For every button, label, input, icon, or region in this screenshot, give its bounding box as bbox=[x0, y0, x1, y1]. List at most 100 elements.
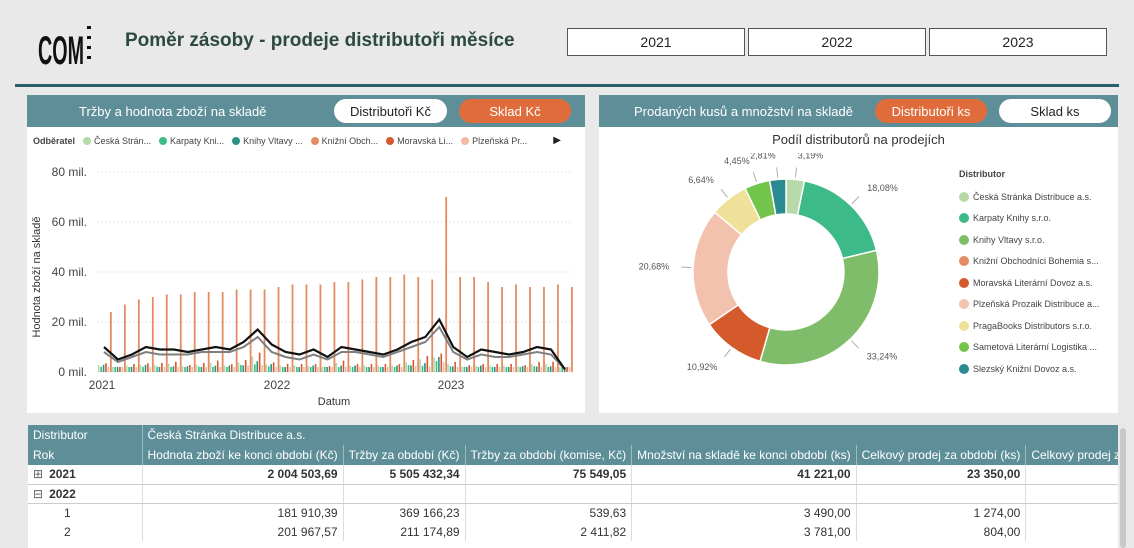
bar bbox=[158, 367, 161, 372]
legend-item[interactable]: Moravská Li... bbox=[386, 136, 453, 146]
x-tick-label: 2022 bbox=[264, 378, 291, 392]
column-header[interactable]: Množství na skladě ke konci období (ks) bbox=[631, 445, 857, 465]
table-cell: 201 967,57 bbox=[142, 522, 344, 541]
bar bbox=[109, 312, 112, 372]
bar bbox=[181, 366, 184, 372]
bar bbox=[538, 361, 540, 372]
bar bbox=[345, 367, 347, 372]
bar bbox=[167, 363, 170, 372]
bar bbox=[379, 367, 382, 372]
year-button-2022[interactable]: 2022 bbox=[748, 28, 926, 56]
bar bbox=[125, 365, 128, 372]
legend-dot-icon bbox=[959, 363, 969, 374]
slice-leader bbox=[724, 348, 731, 358]
donut-legend-item[interactable]: Karpaty Knihy s.r.o. bbox=[959, 208, 1100, 230]
year-button-2023[interactable]: 2023 bbox=[929, 28, 1107, 56]
distributors-kc-button[interactable]: Distributoři Kč bbox=[334, 99, 447, 123]
column-header[interactable]: Tržby za období (komise, Kč) bbox=[465, 445, 633, 465]
bar bbox=[209, 362, 212, 372]
table-cell bbox=[856, 484, 1027, 504]
bar bbox=[261, 365, 263, 372]
bar bbox=[133, 364, 135, 372]
table-cell bbox=[343, 484, 466, 504]
bar bbox=[198, 366, 200, 372]
bar bbox=[270, 364, 273, 372]
table-scrollbar[interactable] bbox=[1120, 428, 1126, 548]
donut-legend-item[interactable]: Česká Stránka Distribuce a.s. bbox=[959, 186, 1100, 208]
bar bbox=[456, 366, 459, 372]
legend-label: Moravská Literární Dovoz a.s. bbox=[973, 277, 1093, 288]
revenue-stock-panel: Tržby a hodnota zboží na skladě Distribu… bbox=[27, 95, 585, 413]
table-cell: 3 490,00 bbox=[631, 503, 857, 522]
bar bbox=[571, 287, 573, 372]
bar bbox=[319, 284, 322, 372]
bar bbox=[307, 365, 310, 372]
bar bbox=[151, 297, 154, 372]
bar bbox=[137, 299, 140, 372]
bar bbox=[363, 365, 366, 372]
row-label[interactable]: ⊟ 2022 bbox=[28, 484, 143, 504]
bar bbox=[400, 367, 403, 372]
table-row: ⊟ 2022 bbox=[28, 484, 1118, 504]
bar bbox=[510, 364, 512, 372]
bar bbox=[407, 364, 410, 372]
slice-leader bbox=[720, 189, 728, 198]
distributors-ks-button[interactable]: Distributoři ks bbox=[875, 99, 987, 123]
donut-slice[interactable] bbox=[796, 179, 878, 260]
column-header[interactable]: Celkový prodej z bbox=[1025, 445, 1118, 465]
legend-item[interactable]: Knihy Vltavy ... bbox=[232, 136, 303, 146]
bar bbox=[216, 360, 219, 372]
bar bbox=[286, 363, 289, 372]
bar bbox=[165, 294, 168, 372]
bar bbox=[475, 365, 477, 372]
collapse-icon[interactable]: ⊟ bbox=[33, 486, 44, 501]
year-button-2021[interactable]: 2021 bbox=[567, 28, 745, 56]
column-header[interactable]: Celkový prodej za období (ks) bbox=[856, 445, 1027, 465]
bar bbox=[535, 366, 538, 372]
bar bbox=[214, 365, 217, 372]
legend-item[interactable]: Česká Strán... bbox=[83, 136, 151, 146]
donut-legend-item[interactable]: Moravská Literární Dovoz a.s. bbox=[959, 272, 1100, 294]
table-cell bbox=[1025, 522, 1118, 541]
donut-legend-item[interactable]: Knižní Obchodníci Bohemia s... bbox=[959, 251, 1100, 273]
bar bbox=[317, 367, 319, 372]
table-cell bbox=[1025, 465, 1118, 485]
bar bbox=[461, 366, 463, 372]
column-header[interactable]: Tržby za období (Kč) bbox=[343, 445, 466, 465]
stock-ks-button[interactable]: Sklad ks bbox=[999, 99, 1111, 123]
donut-slice[interactable] bbox=[768, 178, 787, 216]
bar bbox=[496, 363, 498, 372]
donut-legend-item[interactable]: Sametová Literární Logistika ... bbox=[959, 337, 1100, 359]
bar bbox=[240, 364, 242, 372]
legend-dot-icon bbox=[959, 256, 969, 267]
legend-next-arrow-icon[interactable]: ▶ bbox=[553, 135, 561, 146]
bar bbox=[128, 367, 130, 372]
bar bbox=[147, 363, 149, 372]
bar bbox=[309, 367, 312, 372]
column-header[interactable]: Hodnota zboží ke konci období (Kč) bbox=[142, 445, 344, 465]
table-cell: 181 910,39 bbox=[142, 503, 344, 522]
donut-slice[interactable] bbox=[759, 249, 880, 366]
legend-item[interactable]: Plzeňská Pr... bbox=[461, 136, 527, 146]
bar bbox=[503, 365, 505, 372]
donut-legend-item[interactable]: Plzeňská Prozaik Distribuce a... bbox=[959, 294, 1100, 316]
bar bbox=[212, 367, 214, 372]
expand-icon[interactable]: ⊞ bbox=[33, 467, 44, 482]
donut-legend-item[interactable]: PragaBooks Distributors s.r.o. bbox=[959, 315, 1100, 337]
table-cell: 5 505 432,34 bbox=[343, 465, 466, 485]
bar bbox=[403, 274, 406, 372]
units-stock-panel: Prodaných kusů a množství na skladě Dist… bbox=[599, 95, 1118, 413]
bar bbox=[370, 363, 373, 372]
legend-item[interactable]: Knižní Obch... bbox=[310, 136, 378, 146]
bar bbox=[391, 365, 393, 372]
legend-item[interactable]: Karpaty Kni... bbox=[159, 136, 224, 146]
bar bbox=[512, 367, 515, 372]
bar bbox=[119, 366, 121, 372]
row-label[interactable]: ⊞ 2021 bbox=[28, 465, 143, 485]
bar bbox=[559, 367, 561, 372]
stock-kc-button[interactable]: Sklad Kč bbox=[459, 99, 571, 123]
bar bbox=[156, 366, 158, 372]
donut-legend-item[interactable]: Slezský Knižní Dovoz a.s. bbox=[959, 358, 1100, 380]
donut-legend-item[interactable]: Knihy Vltavy s.r.o. bbox=[959, 229, 1100, 251]
donut-legend-title: Distributor bbox=[959, 169, 1005, 179]
